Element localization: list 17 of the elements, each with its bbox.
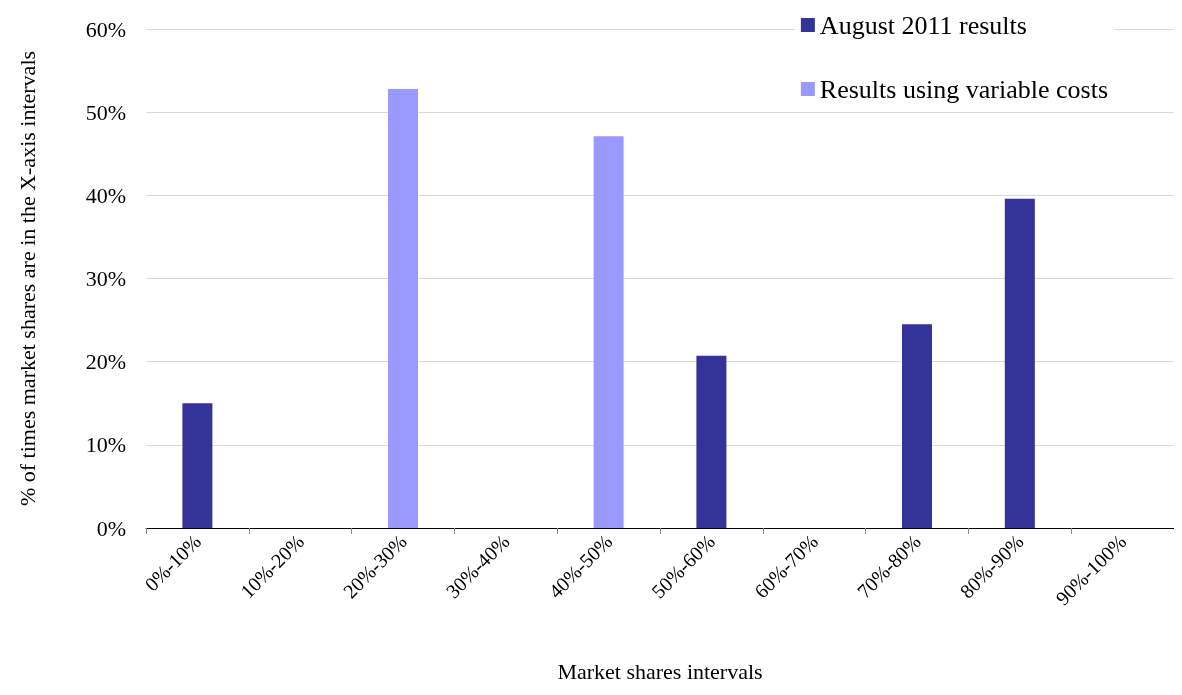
y-tick-label: 30% (85, 266, 126, 291)
y-tick-label: 40% (85, 182, 126, 208)
bar (593, 136, 624, 528)
y-tick-label: 0% (96, 515, 126, 541)
bar (182, 403, 213, 528)
x-axis-title: Market shares intervals (557, 658, 763, 684)
y-tick-label: 10% (85, 432, 126, 458)
legend-label: Results using variable costs (819, 74, 1109, 104)
y-tick-label: 20% (85, 349, 126, 375)
bar (902, 324, 932, 528)
y-tick-label: 60% (85, 16, 126, 42)
bar (388, 88, 418, 528)
bar (1004, 198, 1035, 528)
bar (696, 355, 727, 528)
legend-label: August 2011 results (819, 10, 1027, 40)
y-tick-label: 50% (85, 99, 126, 125)
y-axis-title: % of times market shares are in the X-axis intervals (14, 50, 40, 507)
